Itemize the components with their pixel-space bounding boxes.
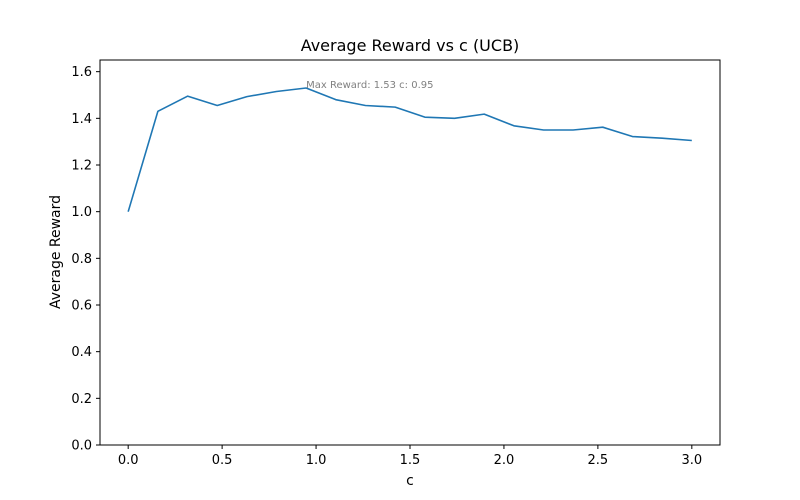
y-tick-label: 1.6 [71,65,92,80]
y-tick-label: 0.0 [71,439,92,454]
y-tick-label: 1.0 [71,205,92,220]
series-layer [127,87,692,212]
x-tick-label: 1.5 [400,453,421,468]
x-axis-ticks: 0.0 0.5 1.0 1.5 2.0 2.5 3.0 [118,445,702,468]
series-line [127,87,692,212]
max-reward-annotation: Max Reward: 1.53 c: 0.95 [306,80,433,91]
y-tick-label: 1.2 [71,159,92,174]
x-tick-label: 2.0 [494,453,515,468]
plot-area-frame [99,59,721,446]
y-tick-label: 1.4 [71,112,92,127]
y-axis-title: Average Reward [48,195,64,309]
y-tick-label: 0.6 [71,299,92,314]
x-axis-title: c [406,473,414,489]
y-tick-label: 0.8 [71,252,92,267]
y-tick-label: 0.4 [71,345,92,360]
y-axis-ticks: 0.0 0.2 0.4 0.6 0.8 1.0 1.2 1.4 1.6 [71,65,100,454]
x-tick-label: 3.0 [681,453,702,468]
chart-title: Average Reward vs c (UCB) [301,36,520,55]
plot-area-background [100,60,720,445]
x-tick-label: 2.5 [588,453,609,468]
x-tick-label: 0.5 [212,453,233,468]
y-tick-label: 0.2 [71,392,92,407]
x-tick-label: 0.0 [118,453,139,468]
x-tick-label: 1.0 [306,453,327,468]
